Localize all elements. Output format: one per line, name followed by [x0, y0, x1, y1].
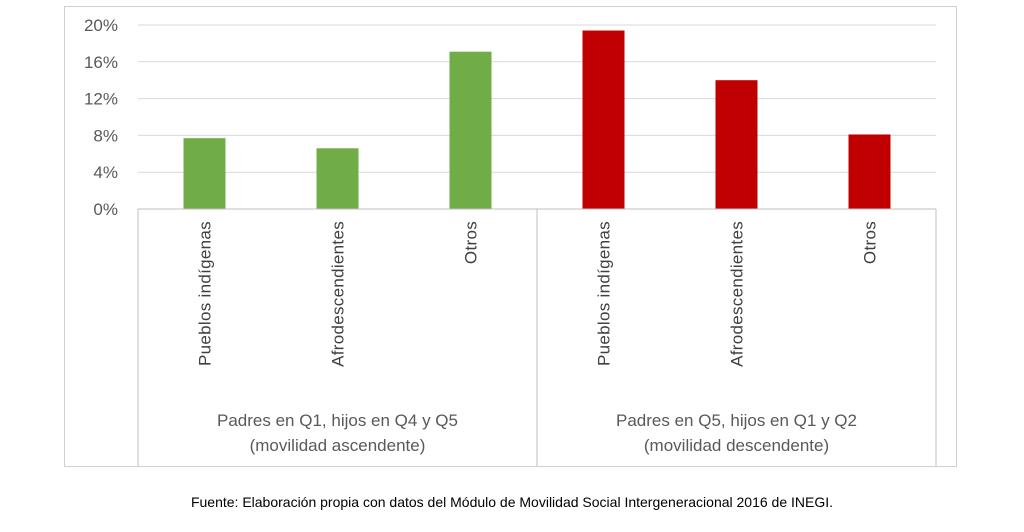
group-label-line2: (movilidad descendente) — [644, 436, 829, 455]
bar — [715, 80, 758, 209]
category-label: Afrodescendientes — [728, 221, 747, 367]
gridlines — [138, 24, 936, 210]
y-tick-label: 12% — [84, 90, 118, 109]
category-label: Pueblos indígenas — [196, 221, 215, 366]
source-note: Fuente: Elaboración propia con datos del… — [190, 494, 834, 510]
chart-frame — [64, 6, 957, 467]
category-axis — [137, 208, 937, 466]
bar — [582, 30, 625, 209]
y-axis-ticks: 20% 16% 12% 8% 4% 0% — [84, 16, 118, 219]
bar — [848, 134, 891, 209]
y-tick-label: 4% — [93, 163, 118, 182]
category-label: Pueblos indígenas — [595, 221, 614, 366]
category-label: Otros — [861, 221, 880, 264]
group-label-line1: Padres en Q1, hijos en Q4 y Q5 — [217, 411, 458, 430]
bar — [183, 138, 226, 209]
bar-chart: 20% 16% 12% 8% 4% 0% Pueblos indígenas Afrodes… — [84, 16, 937, 466]
category-labels: Pueblos indígenas Afrodescendientes Otros P… — [196, 221, 880, 367]
bars — [183, 30, 891, 210]
y-tick-label: 0% — [93, 200, 118, 219]
category-label: Afrodescendientes — [329, 221, 348, 367]
group-label-line2: (movilidad ascendente) — [250, 436, 426, 455]
bar — [449, 51, 492, 210]
bar — [316, 148, 359, 209]
group-label-line1: Padres en Q5, hijos en Q1 y Q2 — [616, 411, 857, 430]
group-labels: Padres en Q1, hijos en Q4 y Q5 (movilidad… — [217, 411, 857, 455]
y-tick-label: 16% — [84, 53, 118, 72]
y-tick-label: 20% — [84, 16, 118, 35]
y-tick-label: 8% — [93, 126, 118, 145]
category-label: Otros — [462, 221, 481, 264]
